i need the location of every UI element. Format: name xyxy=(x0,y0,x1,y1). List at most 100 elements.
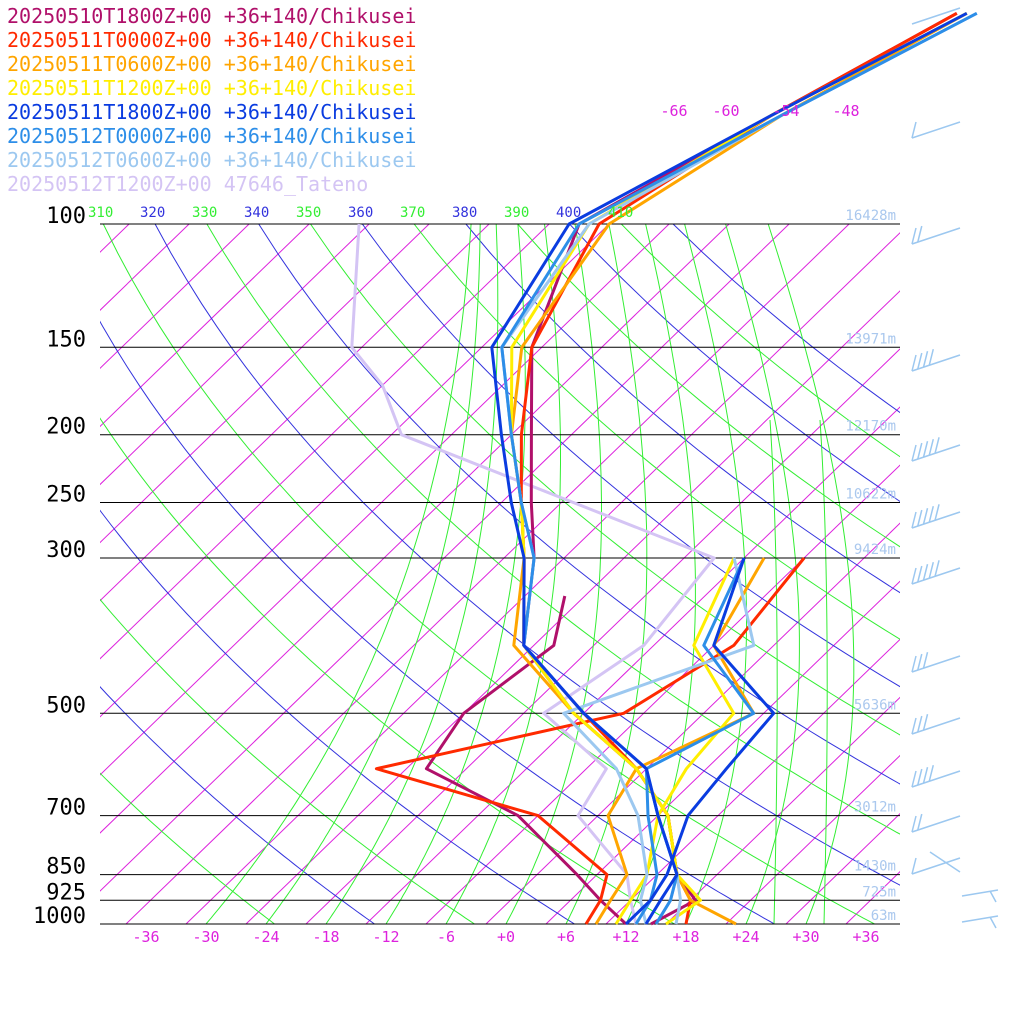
wind-barb xyxy=(917,565,923,583)
isotherm-line xyxy=(125,224,850,924)
isotherm-top-label: -60 xyxy=(712,102,739,120)
wind-barb xyxy=(911,121,917,139)
theta-line xyxy=(620,224,900,458)
theta-label: 410 xyxy=(608,205,633,221)
isotherm-line xyxy=(185,232,900,924)
height-label: 63m xyxy=(871,908,896,924)
wind-barb xyxy=(911,857,961,875)
wind-barb xyxy=(922,651,929,669)
wind-barb xyxy=(917,442,923,460)
theta-label: 390 xyxy=(504,205,529,221)
temperature-tick-label: -6 xyxy=(437,928,455,946)
theta-label: 310 xyxy=(88,205,113,221)
theta-label: 350 xyxy=(296,205,321,221)
theta-label: 340 xyxy=(244,205,269,221)
temperature-tick-label: -36 xyxy=(132,928,159,946)
moist-adiabat-line xyxy=(625,224,696,924)
pressure-label: 850 xyxy=(46,855,86,880)
wind-barb xyxy=(911,815,917,833)
temperature-profile-line xyxy=(519,11,958,925)
wind-barb xyxy=(911,444,917,462)
moist-adiabat-line xyxy=(565,224,648,924)
theta-line xyxy=(517,224,900,548)
legend-entry: 20250511T0600Z+00 +36+140/Chikusei xyxy=(7,52,416,76)
legend-entry: 20250512T1200Z+00 47646_Tateno xyxy=(7,172,368,196)
height-label: 12170m xyxy=(845,419,896,435)
theta-line xyxy=(100,509,575,924)
isotherm-line xyxy=(100,224,670,776)
temperature-tick-label: +12 xyxy=(612,928,639,946)
wind-barb xyxy=(917,813,923,831)
theta-label: 370 xyxy=(400,205,425,221)
moist-adiabat-line xyxy=(819,419,828,924)
temperature-tick-label: +30 xyxy=(792,928,819,946)
temperature-profile-line xyxy=(490,11,968,925)
theta-line xyxy=(413,224,900,640)
height-label: 16428m xyxy=(845,208,896,224)
wind-barb xyxy=(911,354,961,372)
legend-entry: 20250510T1800Z+00 +36+140/Chikusei xyxy=(7,4,416,28)
wind-barb xyxy=(917,653,923,671)
legend: 20250510T1800Z+00 +36+140/Chikusei 202505… xyxy=(7,4,416,196)
temperature-tick-label: -18 xyxy=(312,928,339,946)
moist-adiabat-line xyxy=(767,224,855,924)
isotherm-line xyxy=(100,224,610,718)
wind-barb xyxy=(911,511,917,529)
sounding-profiles xyxy=(350,11,978,926)
wind-barb xyxy=(911,655,917,673)
wind-barb xyxy=(934,504,940,521)
height-label: 10622m xyxy=(845,487,896,503)
pressure-label: 150 xyxy=(46,327,86,352)
temperature-tick-label: +0 xyxy=(497,928,515,946)
theta-line xyxy=(100,417,675,924)
dewpoint-profile-line xyxy=(350,223,716,925)
wind-barb xyxy=(911,227,917,245)
wind-barb xyxy=(934,437,940,454)
temperature-profile-line xyxy=(500,11,978,925)
wind-barb xyxy=(917,352,923,370)
dewpoint-profile-line xyxy=(624,557,776,926)
theta-label: 360 xyxy=(348,205,373,221)
wind-barb xyxy=(922,440,929,458)
height-label: 3012m xyxy=(854,800,896,816)
temperature-profile-line xyxy=(509,11,968,926)
legend-entry: 20250512T0600Z+00 +36+140/Chikusei xyxy=(7,148,416,172)
isotherm-line xyxy=(545,580,900,924)
wind-barb xyxy=(917,768,923,786)
temperature-tick-label: -24 xyxy=(252,928,279,946)
isotherm-line xyxy=(966,224,1024,924)
legend-entry: 20250511T1800Z+00 +36+140/Chikusei xyxy=(7,100,416,124)
pressure-label: 500 xyxy=(46,693,86,718)
wind-barb xyxy=(922,713,929,731)
wind-barb xyxy=(934,560,940,577)
wind-barb xyxy=(989,890,997,903)
pressure-label: 1000 xyxy=(33,904,86,929)
theta-label: 380 xyxy=(452,205,477,221)
temperature-profile-line xyxy=(522,11,958,926)
theta-label: 400 xyxy=(556,205,581,221)
theta-line xyxy=(100,772,275,924)
isotherm-line xyxy=(100,224,490,602)
isotherm-top-label: -48 xyxy=(832,102,859,120)
theta-line xyxy=(258,224,900,785)
moist-adiabat-line xyxy=(769,419,778,924)
isotherm-line xyxy=(100,224,190,311)
wind-barb xyxy=(911,770,961,788)
temperature-tick-label: +24 xyxy=(732,928,759,946)
wind-barb xyxy=(922,507,929,525)
isotherm-top-label: -54 xyxy=(772,102,799,120)
wind-barb xyxy=(928,349,935,366)
isotherm-line xyxy=(906,224,1024,924)
height-label: 13971m xyxy=(845,331,896,347)
isotherm-line xyxy=(245,290,900,924)
isotherm-line xyxy=(100,224,790,892)
isotherm-line xyxy=(0,224,9,924)
isotherm-line xyxy=(100,224,250,370)
legend-entry: 20250512T0000Z+00 +36+140/Chikusei xyxy=(7,124,416,148)
wind-barb xyxy=(911,511,961,529)
wind-barb xyxy=(917,225,923,243)
moist-adiabat-line xyxy=(265,224,481,924)
wind-barb xyxy=(922,766,929,784)
wind-barb xyxy=(928,439,935,456)
